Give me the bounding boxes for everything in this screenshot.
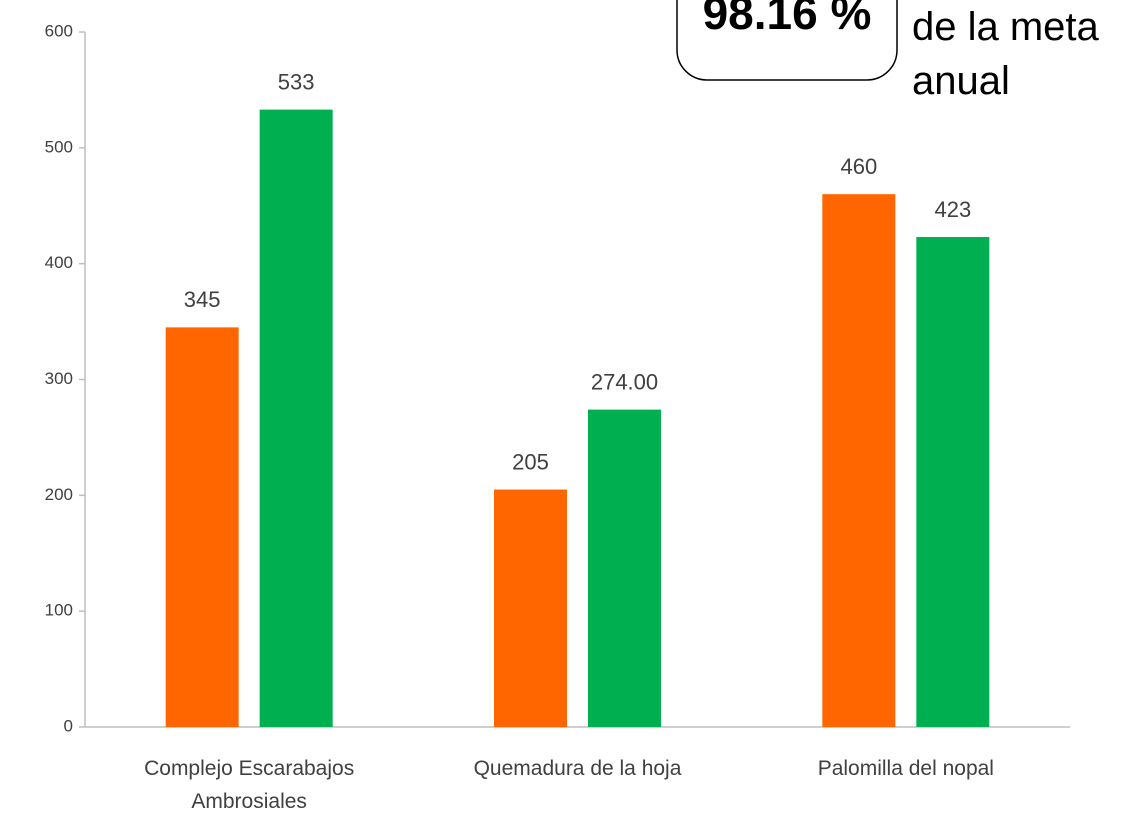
- bar: [494, 489, 567, 727]
- annotation-box: [676, 0, 898, 81]
- y-tick-label: 600: [45, 21, 73, 40]
- annotation: 98.16 %: [703, 0, 872, 39]
- value-label: 533: [278, 69, 315, 94]
- annotation: anual: [912, 59, 1010, 103]
- bar: [588, 409, 661, 727]
- value-label: 460: [840, 154, 877, 179]
- y-tick-label: 500: [45, 137, 73, 156]
- value-label: 423: [934, 197, 971, 222]
- x-tick-label: Palomilla del nopal: [817, 757, 994, 780]
- value-label: 345: [184, 287, 221, 312]
- annotation: de la meta: [912, 5, 1100, 49]
- y-tick-label: 400: [45, 253, 73, 272]
- y-tick-label: 100: [45, 601, 73, 620]
- value-label: 205: [512, 449, 549, 474]
- bar: [822, 194, 896, 727]
- x-tick-label: Complejo Escarabajos Ambrosiales: [144, 757, 355, 813]
- bar: [916, 237, 990, 727]
- bar: [259, 109, 333, 727]
- y-tick-label: 0: [64, 716, 73, 735]
- bar: [165, 327, 239, 727]
- y-tick-label: 300: [45, 369, 73, 388]
- x-tick-label: Quemadura de la hoja: [473, 757, 682, 780]
- y-tick-label: 200: [45, 485, 73, 504]
- value-label: 274.00: [591, 369, 658, 394]
